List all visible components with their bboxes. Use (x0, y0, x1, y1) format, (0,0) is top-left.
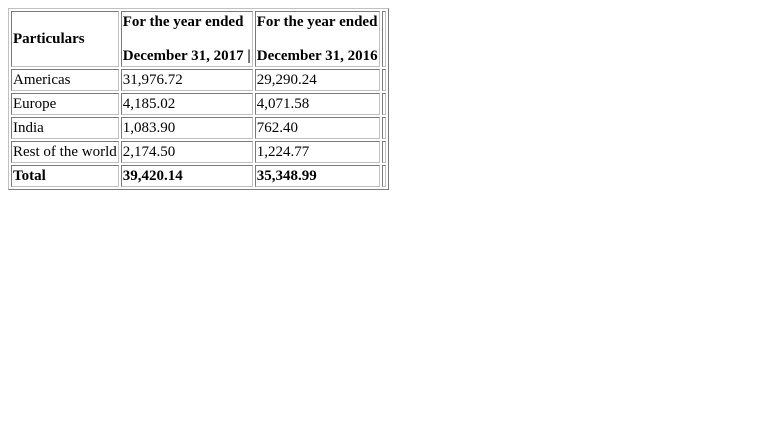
table-row: India 1,083.90 762.40 (11, 117, 386, 139)
total-row: Total 39,420.14 35,348.99 (11, 165, 386, 187)
header-row: Particulars For the year ended December … (11, 11, 386, 67)
value-2016: 1,224.77 (254, 141, 380, 163)
row-label: Rest of the world (11, 141, 119, 163)
value-2016: 29,290.24 (254, 69, 380, 91)
header-year-2016: For the year ended December 31, 2016 (254, 11, 380, 67)
empty-cell (381, 93, 386, 115)
empty-cell (381, 69, 386, 91)
total-2016: 35,348.99 (254, 165, 380, 187)
empty-cell (381, 165, 386, 187)
empty-cell (381, 141, 386, 163)
value-2017: 2,174.50 (120, 141, 253, 163)
header-year-2017-line2: December 31, 2017 | (122, 48, 251, 64)
header-particulars: Particulars (11, 11, 119, 67)
table-row: Americas 31,976.72 29,290.24 (11, 69, 386, 91)
empty-cell (381, 11, 386, 67)
table-row: Rest of the world 2,174.50 1,224.77 (11, 141, 386, 163)
total-label: Total (11, 165, 119, 187)
value-2017: 4,185.02 (120, 93, 253, 115)
revenue-table: Particulars For the year ended December … (8, 8, 389, 190)
header-year-2016-line2: December 31, 2016 (256, 48, 378, 64)
table-row: Europe 4,185.02 4,071.58 (11, 93, 386, 115)
header-year-2017-line1: For the year ended (122, 14, 244, 30)
header-year-2016-line1: For the year ended (256, 14, 378, 30)
value-2017: 1,083.90 (120, 117, 253, 139)
row-label: Europe (11, 93, 119, 115)
value-2016: 762.40 (254, 117, 380, 139)
total-2017: 39,420.14 (120, 165, 253, 187)
empty-cell (381, 117, 386, 139)
row-label: Americas (11, 69, 119, 91)
value-2016: 4,071.58 (254, 93, 380, 115)
value-2017: 31,976.72 (120, 69, 253, 91)
row-label: India (11, 117, 119, 139)
header-year-2017: For the year ended December 31, 2017 | (120, 11, 253, 67)
